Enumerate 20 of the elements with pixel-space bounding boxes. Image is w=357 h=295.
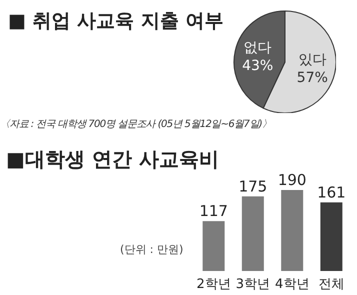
x-tick-label: 전체 <box>318 277 344 292</box>
x-tick-label: 4학년 <box>274 277 310 292</box>
x-tick-label: 3학년 <box>236 277 270 292</box>
text: (단위 : 만원) <box>120 242 184 257</box>
data-label: 175 <box>238 177 268 196</box>
x-tick-label: 2학년 <box>196 277 231 292</box>
text: 〈자료 : 전국 대학생 700명 설문조사 (05년 5월12일~6월7일)〉 <box>0 118 272 131</box>
chart-title: ■ 취업 사교육 지출 여부 <box>8 9 224 34</box>
bar <box>202 221 225 271</box>
slice-label: 있다 <box>298 52 326 68</box>
chart-title: ■대학생 연간 사교육비 <box>6 146 219 173</box>
data-label: 43% <box>242 58 274 74</box>
bar <box>242 196 264 271</box>
bar <box>320 202 342 271</box>
data-label: 161 <box>317 183 346 202</box>
slice-label: 없다 <box>244 40 272 56</box>
data-label: 117 <box>199 202 228 220</box>
data-label: 190 <box>278 171 306 189</box>
bar <box>281 190 304 271</box>
data-label: 57% <box>296 70 328 86</box>
